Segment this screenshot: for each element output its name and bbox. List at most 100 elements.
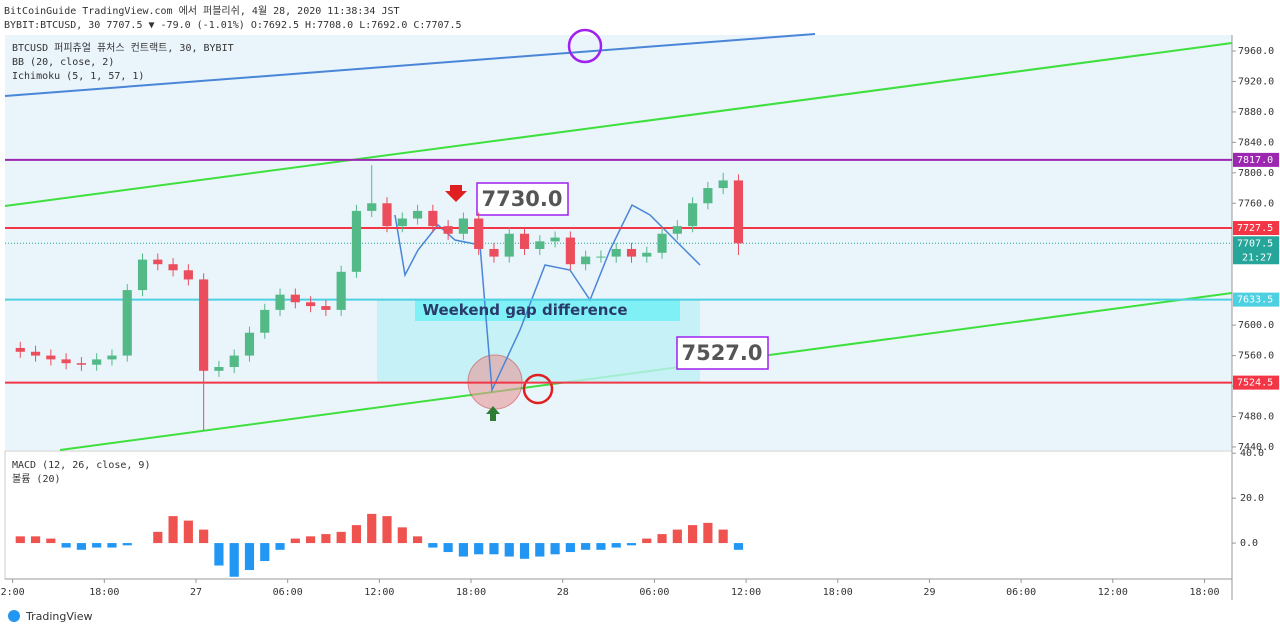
y-tick-label: 7560.0 (1238, 351, 1274, 362)
macd-bar (642, 538, 652, 544)
legend: BB (20, close, 2) (12, 57, 114, 68)
candle-body (718, 180, 728, 189)
x-tick-label: 18:00 (823, 587, 853, 598)
candle-body (382, 203, 392, 227)
last-price-tag (1233, 236, 1279, 265)
candle-body (611, 248, 621, 257)
macd-bar (290, 538, 300, 544)
candle-body (46, 355, 56, 360)
candle-body (535, 241, 545, 249)
candle-body (688, 203, 698, 227)
candle-body (703, 188, 713, 204)
candle-body (596, 256, 606, 258)
down-arrow (445, 185, 467, 202)
candle-body (61, 359, 71, 364)
x-tick-label: 12:00 (1098, 587, 1128, 598)
y-tick-label: 7480.0 (1238, 411, 1274, 422)
candle-body (306, 302, 316, 307)
candle-body (244, 332, 255, 356)
level-tag (1233, 221, 1279, 236)
macd-bar (626, 543, 637, 546)
y-tick-label: 7880.0 (1238, 107, 1274, 118)
candle-body (443, 226, 453, 234)
candle-body (733, 180, 744, 244)
macd-pane (4, 450, 1233, 580)
macd-bar (46, 538, 56, 544)
candle-body (519, 233, 530, 249)
macd-bar (244, 543, 255, 571)
macd-bar (122, 543, 132, 546)
candle-body (290, 294, 300, 303)
macd-bar (367, 513, 377, 544)
callout-box (676, 336, 769, 370)
macd-bar (550, 543, 560, 555)
x-tick-label: 06:00 (639, 587, 669, 598)
x-tick-label: 18:00 (1189, 587, 1219, 598)
candle-body (30, 351, 41, 356)
candle-body (565, 237, 575, 265)
level-label: 7524.5 (1237, 378, 1273, 389)
macd-bar (657, 534, 667, 544)
y-tick-label: 20.0 (1240, 493, 1264, 504)
candle-body (428, 210, 438, 227)
candle-body (657, 233, 667, 253)
up-arrow (486, 406, 500, 421)
macd-bar (672, 529, 682, 544)
macd-bar (581, 543, 591, 550)
countdown: 21:27 (1242, 252, 1272, 263)
macd-bar (688, 525, 698, 544)
macd-bar (397, 527, 407, 544)
level-label: 7727.5 (1237, 223, 1273, 234)
x-tick-label: 28 (557, 587, 569, 598)
candle-body (626, 248, 637, 257)
macd-bar (474, 543, 484, 555)
macd-bar (199, 529, 209, 544)
path-sketch (394, 203, 701, 393)
macd-bar (15, 536, 25, 544)
y-tick-label: 7840.0 (1238, 137, 1274, 148)
x-tick-label: 29 (923, 587, 935, 598)
macd-bar (153, 531, 163, 544)
brand-logo (8, 610, 20, 622)
macd-bar (183, 520, 193, 544)
macd-bar (260, 543, 270, 562)
candle-body (15, 347, 25, 352)
x-tick-label: 12:00 (364, 587, 394, 598)
y-tick-label: 7760.0 (1238, 198, 1274, 209)
price-pane (5, 35, 1232, 450)
macd-bar (718, 529, 728, 544)
sad-icon (522, 373, 554, 405)
candle-body (183, 270, 193, 280)
y-tick-label: 7800.0 (1238, 168, 1274, 179)
macd-bar (107, 543, 117, 548)
legend: 볼륨 (20) (12, 473, 61, 485)
macd-bar (703, 522, 713, 544)
macd-bar (733, 543, 744, 550)
legend: MACD (12, 26, close, 9) (12, 460, 150, 471)
candle-body (122, 290, 132, 356)
macd-bar (30, 536, 41, 544)
candle-body (581, 256, 591, 265)
candle-body (76, 363, 86, 365)
x-tick-label: 12:00 (731, 587, 761, 598)
macd-bar (412, 536, 423, 544)
macd-bar (443, 543, 453, 553)
macd-bar (76, 543, 86, 550)
macd-bar (428, 543, 438, 548)
y-tick-label: 40.0 (1240, 448, 1264, 459)
gap-label-bg (415, 300, 680, 321)
candle-body (92, 359, 102, 365)
x-tick-label: 27 (190, 587, 202, 598)
smile-icon (567, 28, 603, 64)
candle-body (199, 279, 209, 371)
macd-bar (168, 516, 178, 544)
macd-bar (611, 543, 621, 548)
candle-body (458, 218, 468, 234)
y-tick-label: 7600.0 (1238, 320, 1274, 331)
macd-bar (306, 536, 316, 544)
candle-body (474, 218, 484, 249)
y-tick-label: 7440.0 (1238, 442, 1274, 453)
macd-bar (336, 531, 346, 544)
macd-bar (596, 543, 606, 550)
candle-body (137, 259, 148, 291)
